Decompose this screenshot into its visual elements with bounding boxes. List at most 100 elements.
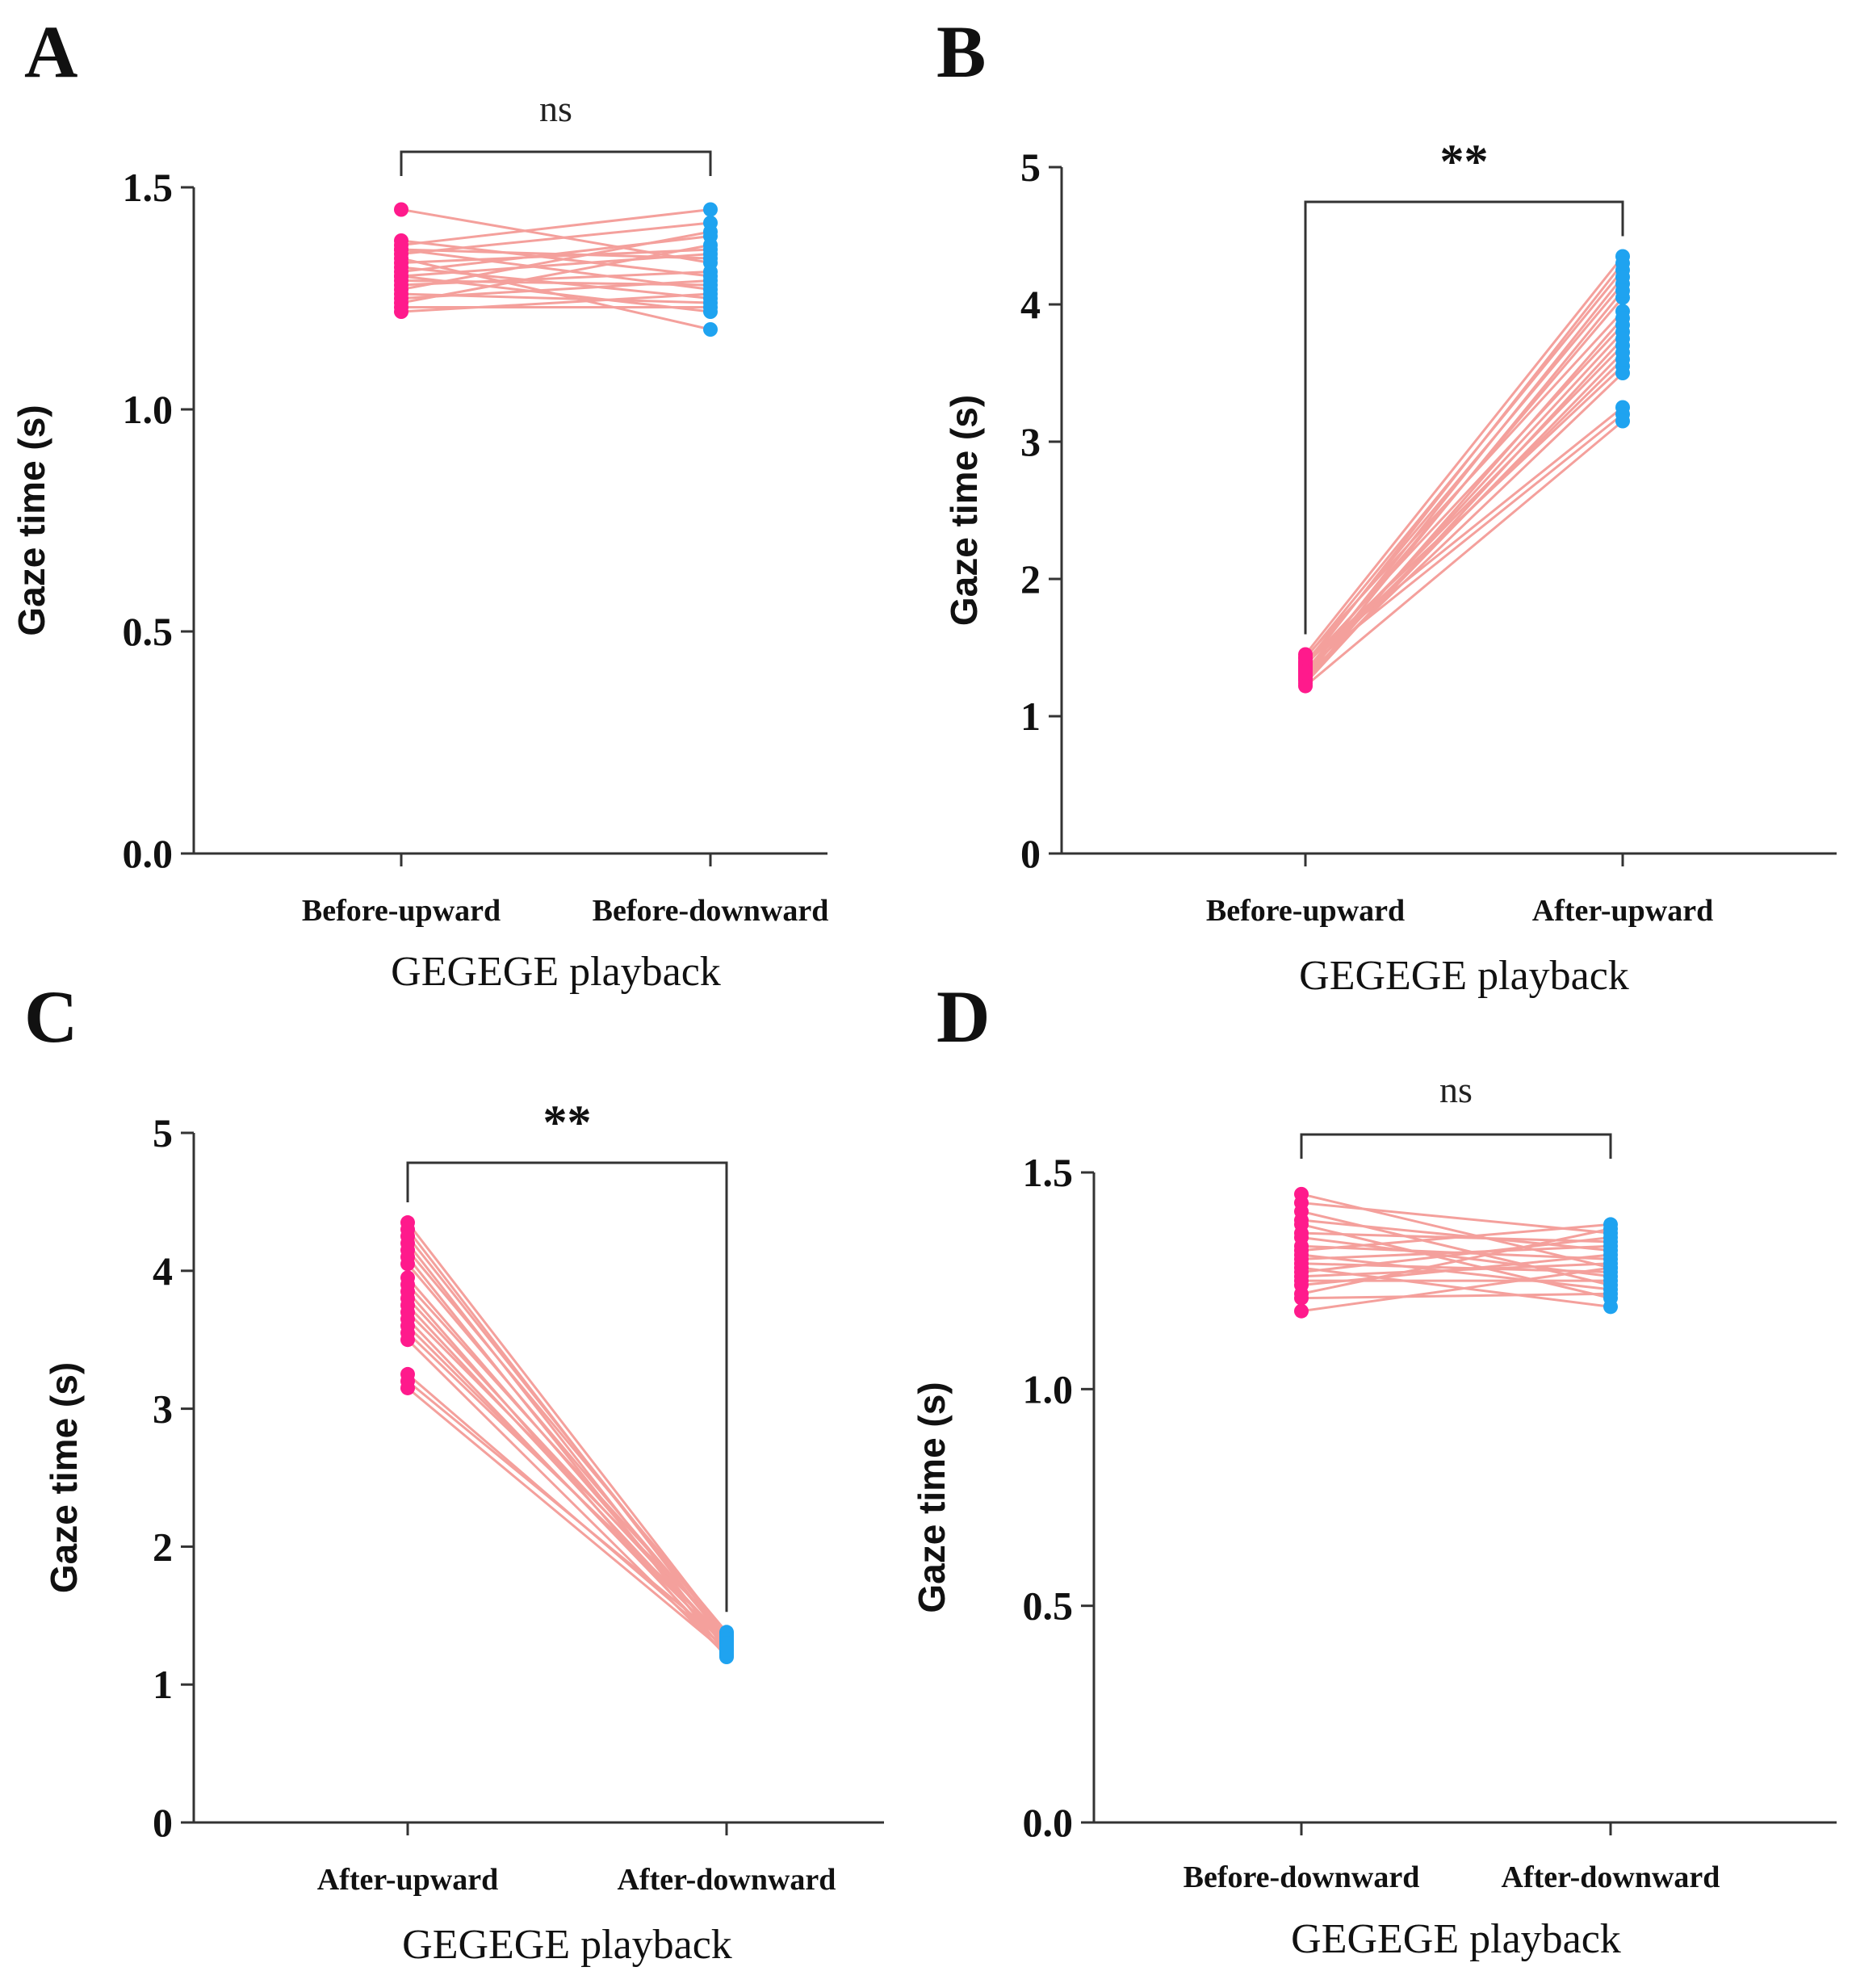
pair-line [1304,262,1624,668]
pair-line [406,1332,728,1640]
y-tick-label: 5 [1020,145,1041,190]
pair-line [1301,1236,1611,1273]
data-point-after-upward [1615,311,1630,325]
significance-bracket [406,1161,728,1613]
y-tick-label: 1.0 [1023,1366,1074,1411]
pair-line [1304,255,1624,656]
pair-line [407,1380,727,1645]
y-axis-title: Gaze time (s) [911,1382,953,1613]
y-tick-label: 1 [1020,694,1041,739]
panel-d: D 0.0 0.5 1.0 1.5 Before-downward After-downwa… [911,975,1837,1962]
x-axis-title: GEGEGE playback [402,1922,732,1968]
pair-line [1301,1266,1611,1313]
pair-line [1301,1218,1611,1252]
y-tick-label: 1.5 [123,165,174,210]
pair-line [406,1222,728,1636]
significance-label: ** [543,1096,592,1149]
data-point-after-downward [1603,1299,1618,1315]
y-axis-title: Gaze time (s) [943,395,985,626]
x-tick-label: After-upward [1532,894,1713,928]
data-point-after-upward [1615,345,1630,360]
data-point-after-upward [1615,283,1630,298]
pair-line [400,239,711,278]
data-point-after-upward [1615,366,1630,380]
panel-letter: A [24,10,78,93]
panel-letter: B [936,10,986,93]
pair-line [407,1386,727,1655]
x-tick-label: Before-downward [1184,1860,1420,1894]
pair-line [400,248,711,260]
y-tick-label: 0 [153,1800,173,1845]
pair-line [1305,420,1623,687]
data-point-before-downward [703,251,718,266]
data-point-before-downward [703,322,718,337]
pair-line [406,1311,728,1635]
data-point-before-upward [1298,678,1313,694]
y-axis-title: Gaze time (s) [10,405,52,635]
pair-line [1304,276,1624,675]
pair-line [406,1283,728,1638]
significance-bracket [1300,1133,1612,1159]
pair-line [1301,1227,1611,1295]
pair-line [1304,344,1624,671]
data-point-after-upward [400,1380,415,1395]
y-axis-title: Gaze time (s) [43,1362,85,1593]
y-tick-label: 2 [1020,556,1041,602]
data-point-before-upward [394,202,408,217]
data-point-after-downward [719,1645,734,1660]
pair-line [400,292,711,313]
pair-line [1304,338,1624,685]
y-tick-label: 0 [1020,831,1041,876]
data-point-after-downward [1603,1273,1618,1289]
pair-line [400,244,711,304]
data-point-before-upward [394,304,408,319]
data-point-after-upward [1615,256,1630,271]
data-point-after-upward [400,1256,415,1272]
significance-label: ns [1439,1069,1473,1110]
x-axis-title: GEGEGE playback [391,949,721,995]
y-tick-label: 0.5 [1023,1583,1074,1629]
y-tick-label: 0.5 [123,609,174,654]
pair-line [406,1249,728,1634]
panel-letter: D [936,975,990,1058]
data-point-before-downward [703,287,718,301]
x-tick-label: Before-upward [302,894,501,928]
pair-line [1304,290,1624,679]
panel-a: A 0.0 0.5 1.0 1.5 Before-upward Before-downwar… [10,10,828,995]
panel-c: C 0 1 2 3 4 5 After-upward After-downward GEGEGE … [24,975,884,1968]
data-point-after-upward [1615,270,1630,284]
pair-line [1301,1253,1611,1291]
pair-line [400,208,711,246]
data-point-after-downward [1603,1260,1618,1276]
y-tick-label: 2 [153,1524,173,1569]
x-tick-label: After-upward [317,1863,498,1897]
data-point-before-downward [703,300,718,315]
x-tick-label: Before-upward [1206,894,1405,928]
x-axis-title: GEGEGE playback [1291,1916,1621,1962]
pair-line [400,248,711,264]
pair-line [1301,1244,1611,1260]
data-point-before-downward [1294,1303,1309,1319]
y-tick-label: 1.5 [1023,1150,1074,1195]
y-tick-label: 0.0 [1023,1800,1074,1845]
data-point-after-downward [1603,1247,1618,1262]
pair-line [1301,1262,1611,1273]
pair-line [400,279,711,300]
significance-bracket [400,150,712,176]
data-point-before-downward [703,273,718,288]
data-point-before-downward [703,224,718,239]
data-point-after-upward [1615,331,1630,346]
x-tick-label: Before-downward [593,894,829,928]
panel-b: B 0 1 2 3 4 5 Before-upward After-upward GEGEGE p… [936,10,1837,999]
data-point-before-downward [1294,1290,1309,1306]
pair-line [406,1297,728,1643]
significance-bracket [1304,200,1624,635]
data-point-after-downward [1603,1221,1618,1236]
y-tick-label: 3 [153,1386,173,1432]
pair-line [1304,330,1624,677]
pair-line [1301,1223,1611,1252]
y-tick-label: 1 [153,1662,173,1707]
y-tick-label: 4 [153,1248,173,1294]
y-tick-label: 3 [1020,419,1041,464]
pair-line [400,221,711,255]
